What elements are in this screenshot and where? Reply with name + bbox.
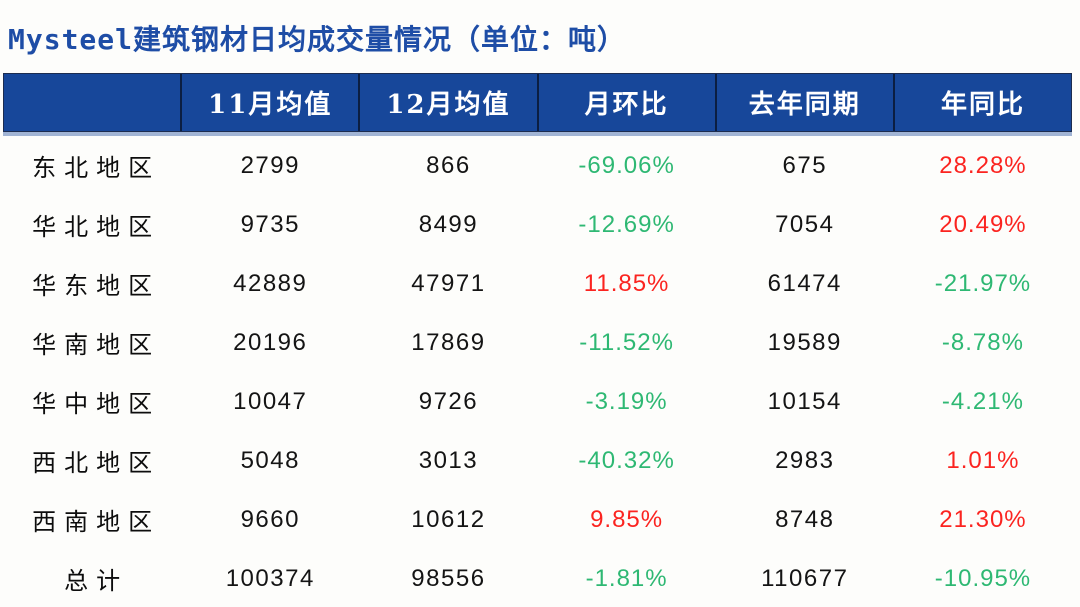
mom-cell: -12.69% — [578, 210, 675, 238]
table-row: 华中地区 10047 9726 -3.19% 10154 -4.21% — [3, 372, 1072, 431]
yoy-cell: -8.78% — [941, 328, 1024, 356]
table-header-row: 11月均值 12月均值 月环比 去年同期 年同比 — [3, 73, 1072, 132]
table-row: 华东地区 42889 47971 11.85% 61474 -21.97% — [3, 254, 1072, 313]
yoy-cell: 20.49% — [939, 210, 1027, 238]
yoy-cell: -4.21% — [941, 387, 1024, 415]
region-cell: 东北地区 — [32, 154, 161, 182]
yoy-cell: 1.01% — [946, 446, 1020, 474]
last-year-cell: 110677 — [761, 564, 849, 592]
table-row: 华南地区 20196 17869 -11.52% 19589 -8.78% — [3, 313, 1072, 372]
header-cell-nov-avg: 11月均值 — [180, 74, 358, 131]
dec-avg-cell: 8499 — [418, 210, 479, 238]
header-cell-dec-avg: 12月均值 — [358, 74, 536, 131]
page-title: Mysteel建筑钢材日均成交量情况（单位：吨） — [8, 23, 627, 56]
header-cell-mom: 月环比 — [536, 74, 715, 131]
mom-cell: 9.85% — [590, 505, 664, 533]
region-cell: 华南地区 — [32, 331, 161, 359]
dec-avg-cell: 866 — [426, 151, 471, 179]
table-row: 西北地区 5048 3013 -40.32% 2983 1.01% — [3, 431, 1072, 490]
dec-avg-cell: 9726 — [418, 387, 479, 415]
table-row: 西南地区 9660 10612 9.85% 8748 21.30% — [3, 490, 1072, 549]
region-cell: 西南地区 — [32, 508, 161, 536]
region-cell: 西北地区 — [32, 449, 161, 477]
mom-cell: -3.19% — [585, 387, 668, 415]
mom-cell: -69.06% — [578, 151, 675, 179]
yoy-cell: -10.95% — [934, 564, 1032, 592]
last-year-cell: 2983 — [775, 446, 835, 474]
mom-cell: 11.85% — [583, 269, 670, 297]
dec-avg-cell: 47971 — [411, 269, 486, 297]
mom-cell: -40.32% — [578, 446, 675, 474]
header-cell-last-year: 去年同期 — [714, 74, 893, 131]
table-row: 华北地区 9735 8499 -12.69% 7054 20.49% — [3, 195, 1072, 254]
region-cell: 华东地区 — [32, 272, 161, 300]
header-cell-yoy: 年同比 — [892, 74, 1071, 131]
last-year-cell: 19589 — [767, 328, 842, 356]
dec-avg-cell: 17869 — [411, 328, 486, 356]
dec-avg-cell: 98556 — [411, 564, 486, 592]
nov-avg-cell: 9660 — [240, 505, 300, 533]
last-year-cell: 7054 — [775, 210, 835, 238]
header-bottom-edge — [3, 132, 1072, 136]
last-year-cell: 675 — [782, 151, 828, 179]
table-row: 东北地区 2799 866 -69.06% 675 28.28% — [3, 136, 1072, 195]
nov-avg-cell: 2799 — [240, 151, 300, 179]
dec-avg-cell: 3013 — [418, 446, 479, 474]
header-cell-region — [4, 74, 180, 131]
mom-cell: -11.52% — [579, 328, 674, 356]
nov-avg-cell: 5048 — [240, 446, 300, 474]
region-cell: 华北地区 — [32, 213, 161, 241]
yoy-cell: -21.97% — [934, 269, 1032, 297]
yoy-cell: 28.28% — [939, 151, 1027, 179]
region-cell: 总计 — [64, 567, 129, 595]
last-year-cell: 8748 — [775, 505, 835, 533]
last-year-cell: 10154 — [767, 387, 842, 415]
table-row-total: 总计 100374 98556 -1.81% 110677 -10.95% — [3, 549, 1072, 607]
nov-avg-cell: 42889 — [233, 269, 308, 297]
mom-cell: -1.81% — [585, 564, 668, 592]
nov-avg-cell: 100374 — [225, 564, 315, 592]
nov-avg-cell: 20196 — [233, 328, 308, 356]
nov-avg-cell: 9735 — [240, 210, 300, 238]
yoy-cell: 21.30% — [939, 505, 1027, 533]
nov-avg-cell: 10047 — [233, 387, 308, 415]
dec-avg-cell: 10612 — [411, 505, 486, 533]
last-year-cell: 61474 — [767, 269, 842, 297]
table-body: 东北地区 2799 866 -69.06% 675 28.28% 华北地区 97… — [3, 136, 1072, 607]
region-cell: 华中地区 — [32, 390, 161, 418]
